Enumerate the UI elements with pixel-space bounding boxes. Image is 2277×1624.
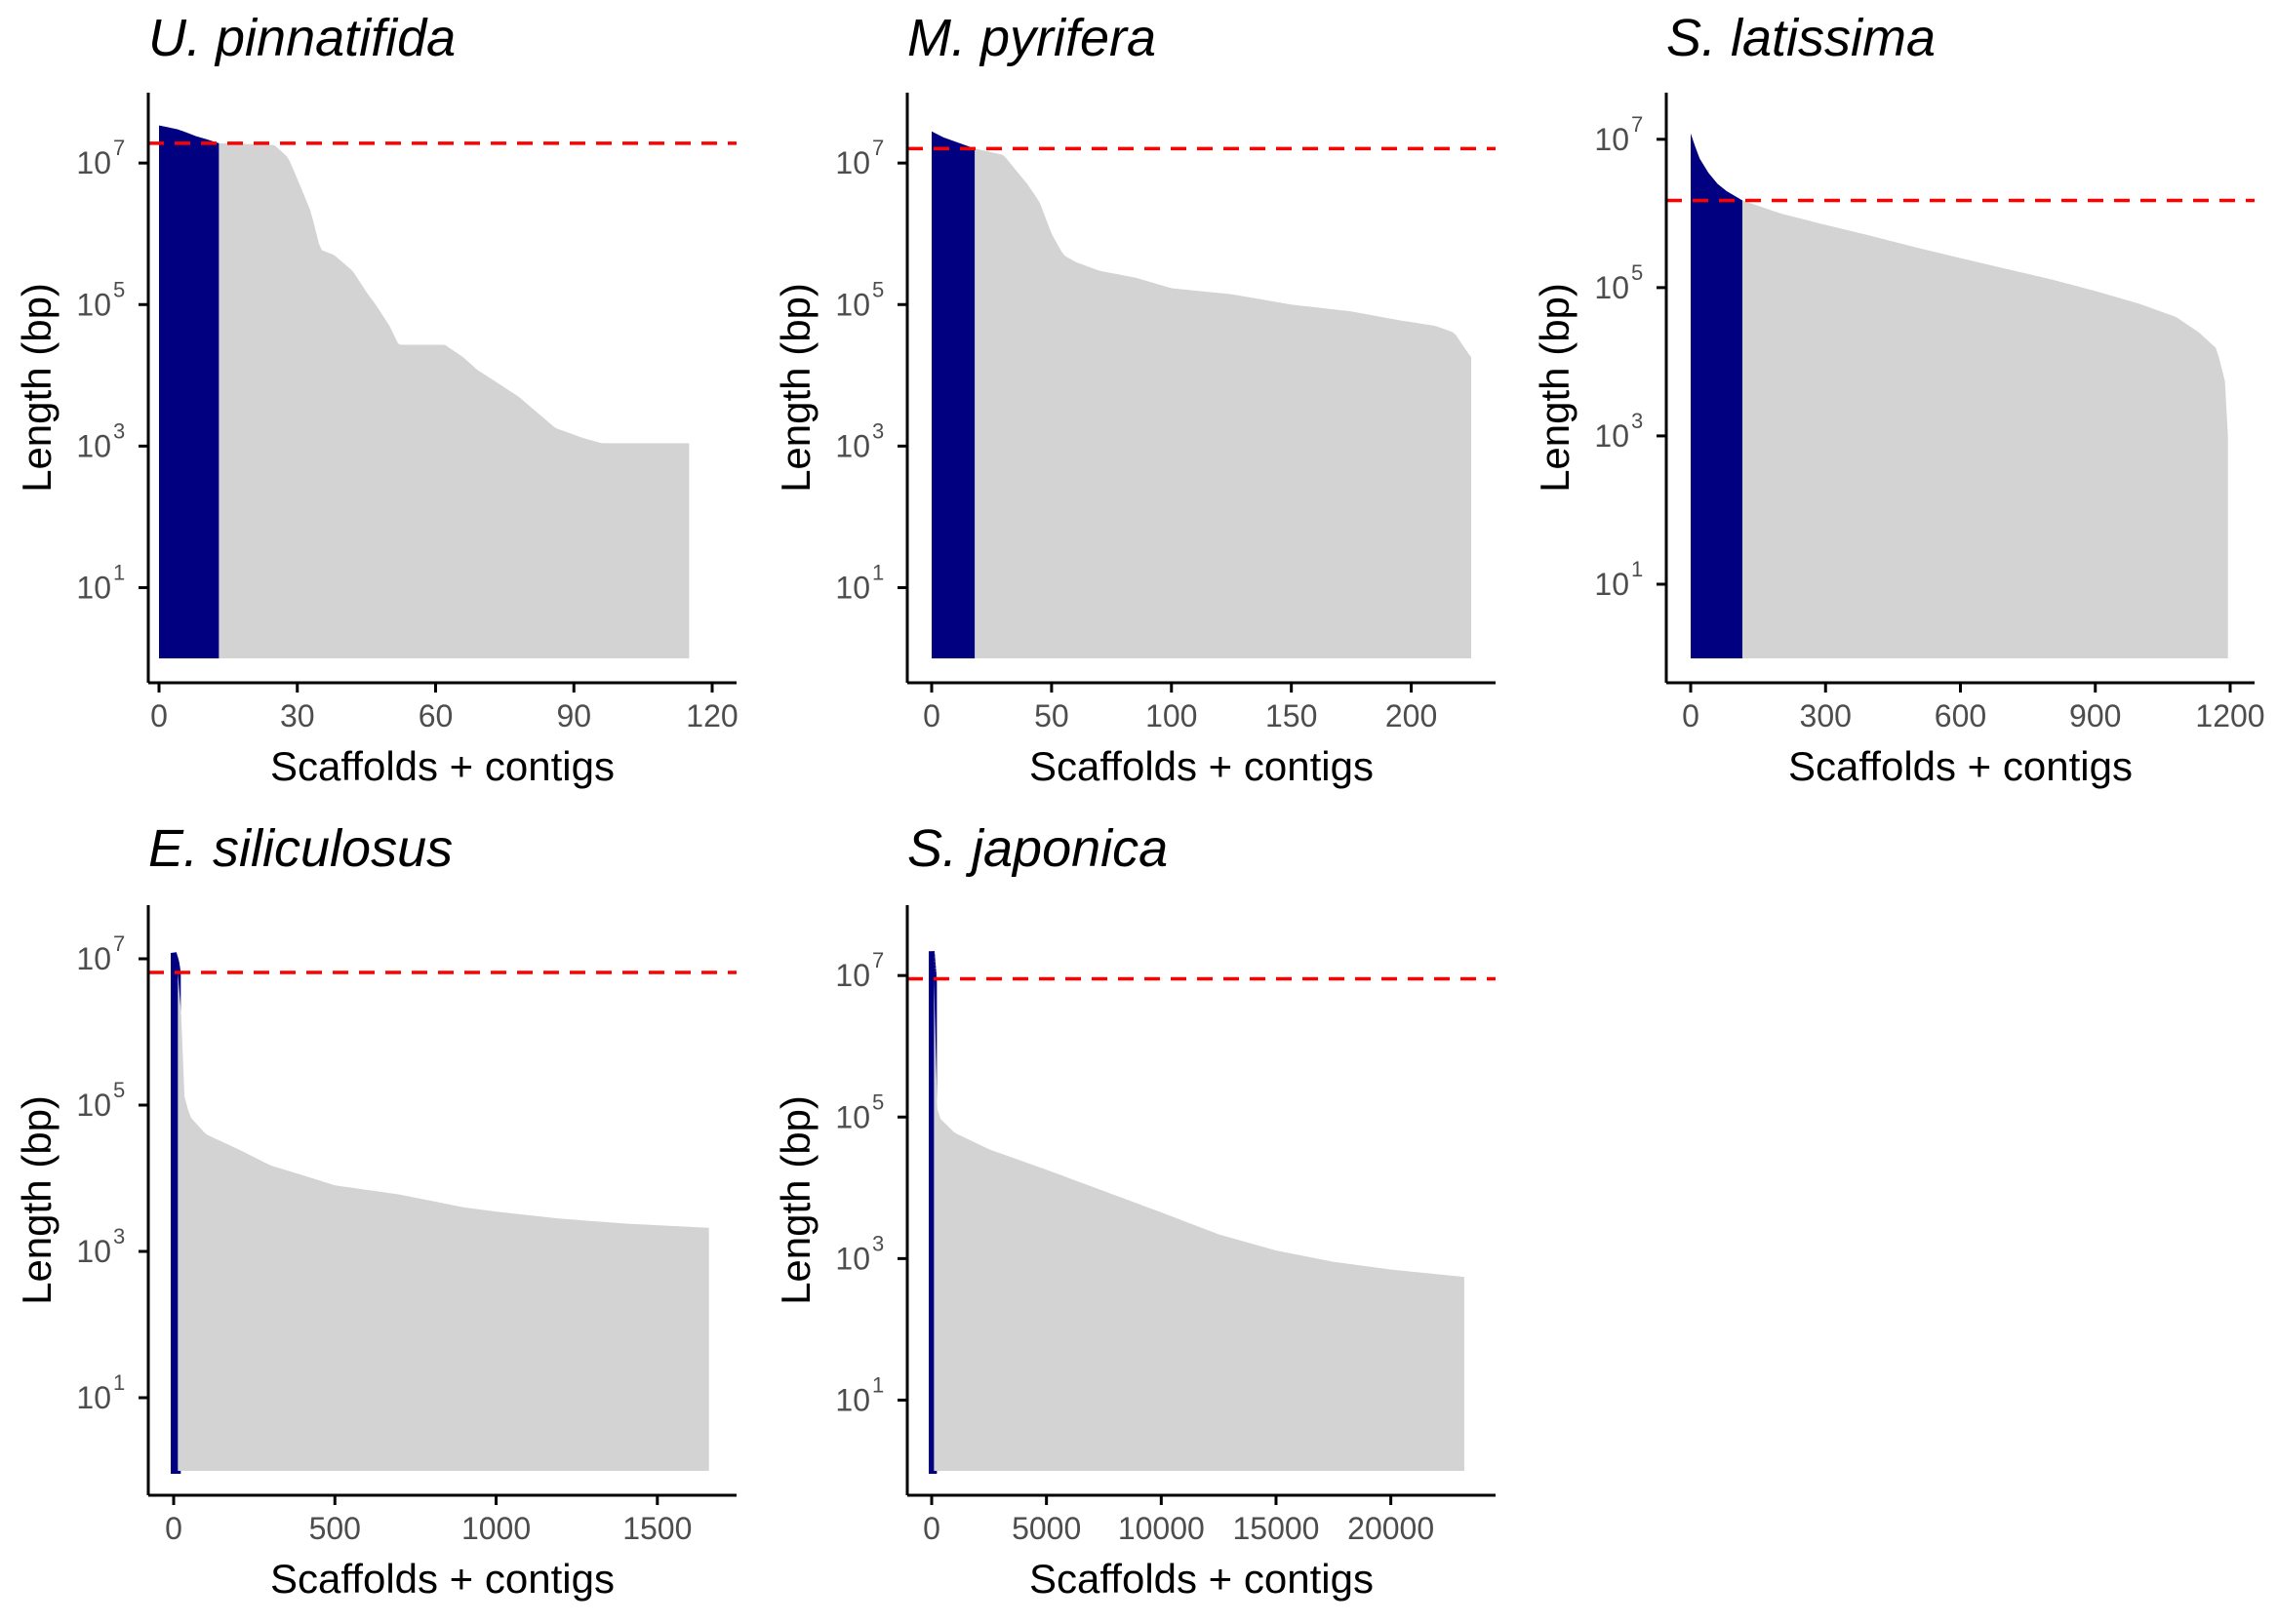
x-tick-label: 10000	[1118, 1511, 1205, 1546]
x-tick-label: 300	[1800, 698, 1852, 733]
y-tick-exponent: 5	[113, 1078, 125, 1102]
y-tick-exponent: 7	[872, 948, 884, 972]
x-tick-label: 500	[309, 1511, 361, 1546]
x-tick-label: 0	[150, 698, 168, 733]
y-tick-label: 10	[1594, 270, 1629, 305]
y-tick-exponent: 5	[1631, 260, 1643, 285]
x-tick-label: 600	[1935, 698, 1986, 733]
x-tick-label: 0	[923, 1511, 940, 1546]
y-tick-exponent: 7	[113, 931, 125, 956]
x-axis-label: Scaffolds + contigs	[1029, 1556, 1374, 1602]
panel-title: E. siliculosus	[148, 819, 453, 878]
x-tick-label: 150	[1265, 698, 1317, 733]
y-tick-label: 10	[1594, 418, 1629, 454]
y-tick-exponent: 7	[1631, 112, 1643, 137]
y-tick-exponent: 3	[872, 1231, 884, 1255]
x-tick-label: 50	[1034, 698, 1069, 733]
y-tick-exponent: 1	[113, 1370, 125, 1395]
y-tick-exponent: 1	[113, 560, 125, 584]
x-tick-label: 120	[686, 698, 738, 733]
x-tick-label: 900	[2069, 698, 2121, 733]
y-tick-label: 10	[835, 958, 870, 993]
remaining-area-1	[219, 142, 690, 658]
y-tick-exponent: 3	[113, 418, 125, 443]
n50-area-4	[171, 952, 181, 1474]
y-tick-label: 10	[835, 570, 870, 605]
y-tick-label: 10	[76, 1234, 111, 1269]
y-tick-label: 10	[835, 287, 870, 322]
y-tick-label: 10	[835, 1382, 870, 1417]
y-tick-label: 10	[76, 1380, 111, 1415]
y-tick-label: 10	[835, 145, 870, 180]
y-tick-exponent: 3	[1631, 409, 1643, 433]
panel-title: U. pinnatifida	[148, 9, 456, 67]
y-tick-label: 10	[835, 1099, 870, 1134]
y-tick-label: 10	[76, 1088, 111, 1123]
y-tick-label: 10	[835, 1241, 870, 1276]
remaining-area-3	[1742, 200, 2228, 658]
n50-area-3	[1691, 133, 1742, 659]
y-tick-label: 10	[835, 428, 870, 463]
x-axis-label: Scaffolds + contigs	[1029, 743, 1374, 789]
y-tick-exponent: 1	[872, 560, 884, 584]
x-tick-label: 1200	[2195, 698, 2264, 733]
y-tick-exponent: 1	[872, 1372, 884, 1397]
panel-title: S. japonica	[907, 819, 1168, 878]
y-tick-label: 10	[76, 570, 111, 605]
n50-area-1	[159, 125, 220, 659]
y-tick-exponent: 1	[1631, 557, 1643, 581]
n50-area-2	[932, 131, 976, 659]
x-tick-label: 5000	[1012, 1511, 1081, 1546]
y-axis-label: Length (bp)	[14, 283, 60, 493]
remaining-area-2	[975, 148, 1471, 659]
x-tick-label: 15000	[1232, 1511, 1319, 1546]
panel-title: M. pyrifera	[907, 9, 1156, 67]
panel-title: S. latissima	[1666, 9, 1936, 67]
y-tick-exponent: 7	[872, 136, 884, 160]
x-tick-label: 30	[280, 698, 315, 733]
y-tick-label: 10	[1594, 122, 1629, 157]
x-tick-label: 90	[556, 698, 591, 733]
x-tick-label: 60	[419, 698, 454, 733]
y-tick-label: 10	[76, 428, 111, 463]
y-tick-exponent: 5	[872, 277, 884, 301]
x-tick-label: 100	[1145, 698, 1197, 733]
remaining-area-5	[934, 978, 1464, 1471]
y-axis-label: Length (bp)	[773, 1095, 819, 1305]
x-tick-label: 0	[165, 1511, 182, 1546]
y-axis-label: Length (bp)	[773, 283, 819, 493]
y-tick-label: 10	[76, 941, 111, 976]
x-tick-label: 20000	[1347, 1511, 1434, 1546]
y-axis-label: Length (bp)	[1532, 283, 1578, 493]
y-tick-exponent: 3	[872, 418, 884, 443]
x-tick-label: 1000	[461, 1511, 531, 1546]
n50-area-5	[929, 951, 938, 1474]
x-tick-label: 200	[1385, 698, 1437, 733]
y-tick-exponent: 5	[872, 1089, 884, 1114]
x-axis-label: Scaffolds + contigs	[270, 1556, 615, 1602]
y-axis-label: Length (bp)	[14, 1095, 60, 1305]
y-tick-label: 10	[76, 145, 111, 180]
y-tick-exponent: 5	[113, 277, 125, 301]
x-tick-label: 1500	[622, 1511, 692, 1546]
y-tick-label: 10	[1594, 567, 1629, 602]
y-tick-exponent: 3	[113, 1224, 125, 1248]
x-axis-label: Scaffolds + contigs	[1788, 743, 2133, 789]
x-tick-label: 0	[923, 698, 940, 733]
x-tick-label: 0	[1682, 698, 1699, 733]
y-tick-exponent: 7	[113, 136, 125, 160]
x-axis-label: Scaffolds + contigs	[270, 743, 615, 789]
remaining-area-4	[178, 972, 709, 1471]
y-tick-label: 10	[76, 287, 111, 322]
